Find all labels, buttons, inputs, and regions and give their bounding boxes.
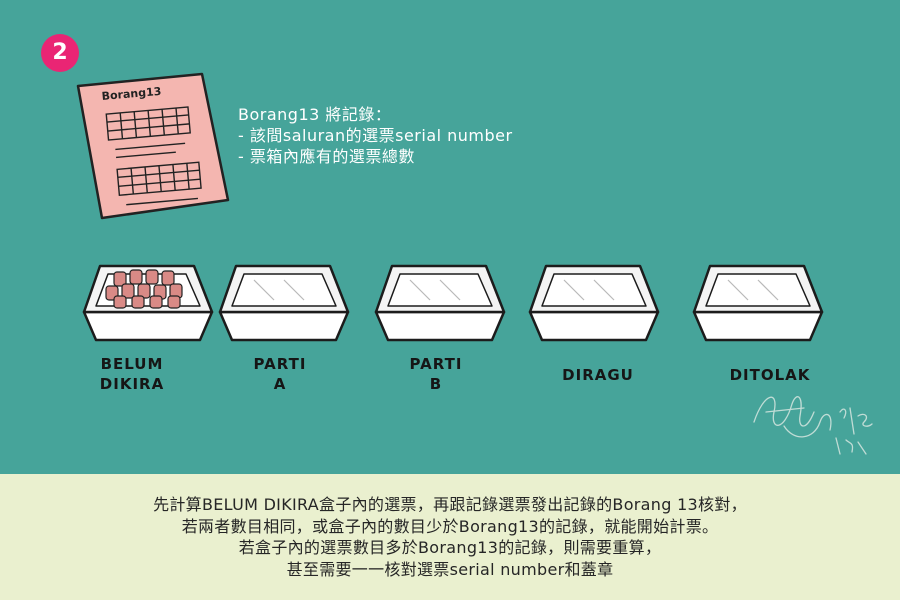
box-label-parti-b: PARTI B [409, 355, 463, 393]
notes-heading: Borang13 將記錄： [238, 105, 392, 124]
ballot-box-ditolak [692, 264, 824, 342]
illustration-panel: 2 Borang13 [41, 34, 873, 455]
explanation-line: 甚至需要一一核對選票serial number和蓋章 [286, 559, 614, 579]
ballot-papers [105, 269, 183, 309]
notes-item: - 該間saluran的選票serial number [238, 126, 513, 145]
step-badge: 2 [41, 34, 79, 72]
ballot-box-parti-a [218, 264, 350, 342]
borang13-notes: Borang13 將記錄： - 該間saluran的選票serial numbe… [238, 104, 513, 167]
explanation-text: 先計算BELUM DIKIRA盒子內的選票，再跟記錄選票發出記錄的Borang … [0, 494, 900, 580]
form-title: Borang13 [101, 85, 162, 103]
borang13-form-illustration: Borang13 [76, 72, 230, 220]
explanation-line: 若盒子內的選票數目多於Borang13的記錄，則需要重算， [238, 538, 662, 557]
explanation-line: 若兩者數目相同，或盒子內的數目少於Borang13的記錄，就能開始計票。 [181, 516, 719, 536]
artist-signature [753, 396, 873, 455]
box-label-belum-dikira: BELUM DIKIRA [99, 355, 165, 393]
ballot-box-belum-dikira [82, 264, 214, 342]
notes-item: - 票箱內應有的選票總數 [238, 147, 415, 166]
ballot-box-parti-b [374, 264, 506, 342]
box-label-diragu: DIRAGU [562, 366, 634, 384]
box-label-ditolak: DITOLAK [729, 366, 811, 384]
explanation-panel [0, 474, 900, 600]
box-label-parti-a: PARTI A [253, 355, 307, 393]
ballot-box-diragu [528, 264, 660, 342]
explanation-line: 先計算BELUM DIKIRA盒子內的選票，再跟記錄選票發出記錄的Borang … [153, 495, 747, 514]
